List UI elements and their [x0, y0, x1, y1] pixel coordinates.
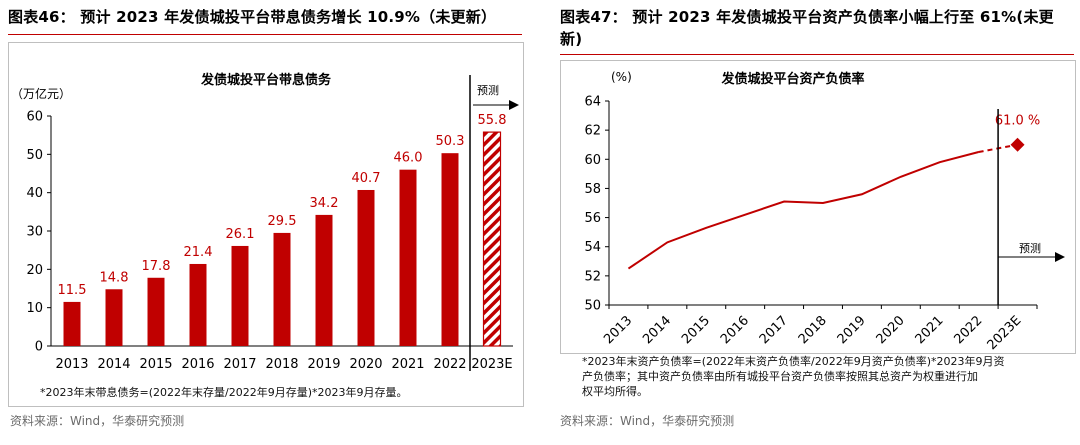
right-note-line-3: 权平均所得。: [582, 385, 648, 398]
bar-x-tick-label: 2020: [349, 357, 382, 372]
bar: [189, 263, 207, 346]
bar-y-tick-label: 30: [26, 225, 43, 240]
line-y-tick-label: 56: [584, 211, 601, 226]
right-note-line-2: 产负债率；其中资产负债率由所有城投平台资产负债率按照其总资产为权重进行加: [582, 370, 978, 383]
bar-forecast-label: 预测: [477, 84, 499, 97]
bar-y-tick-label: 50: [26, 148, 43, 163]
forecast-point-marker: [1010, 137, 1025, 152]
line-x-tick-label: 2014: [640, 313, 674, 347]
line-series: [627, 151, 979, 270]
bar-y-tick-label: 40: [26, 186, 43, 201]
left-note: *2023年末带息债务=(2022年末存量/2022年9月存量)*2023年9月…: [40, 386, 408, 399]
bar: [273, 232, 291, 346]
line-forecast-label: 预测: [1019, 242, 1041, 255]
right-note-line-1: *2023年末资产负债率=(2022年末资产负债率/2022年9月资产负债率)*…: [582, 355, 1005, 368]
bar-value-label: 17.8: [142, 259, 171, 274]
right-title-rule: [560, 54, 1074, 55]
bar-x-tick-label: 2014: [97, 357, 130, 372]
bar: [399, 169, 417, 346]
line-y-tick-label: 54: [584, 240, 601, 255]
bar: [63, 301, 81, 346]
bar: [105, 289, 123, 346]
line-y-tick-label: 58: [584, 182, 601, 197]
right-note: *2023年末资产负债率=(2022年末资产负债率/2022年9月资产负债率)*…: [582, 354, 1004, 399]
line-x-tick-label: 2016: [718, 313, 752, 347]
bar-value-label: 11.5: [58, 283, 87, 298]
bar-chart-title: 发债城投平台带息债务: [200, 72, 332, 88]
line-y-tick-label: 50: [584, 299, 601, 314]
bar-x-tick-label: 2019: [307, 357, 340, 372]
bar-forecast: [482, 131, 502, 347]
bar-x-tick-label: 2013: [55, 357, 88, 372]
bar-x-tick-label: 2016: [181, 357, 214, 372]
bar-y-tick-label: 10: [26, 301, 43, 316]
line-y-unit: (%): [611, 70, 632, 84]
bar-x-tick-label: 2022: [433, 357, 466, 372]
right-chart-frame: 发债城投平台资产负债率 (%) 50 52 54 56 58 60 62 64 2013 2014 20…: [560, 60, 1076, 354]
line-chart-title: 发债城投平台资产负债率: [720, 71, 864, 87]
bar-x-tick-label: 2023E: [471, 357, 512, 372]
left-figure-title: 图表46： 预计 2023 年发债城投平台带息债务增长 10.9%（未更新）: [8, 8, 497, 26]
line-x-tick-label: 2023E: [985, 313, 1025, 353]
left-figure: 图表46： 预计 2023 年发债城投平台带息债务增长 10.9%（未更新） 发…: [0, 0, 530, 445]
line-x-tick-label: 2013: [601, 313, 635, 347]
line-y-tick-label: 52: [584, 269, 601, 284]
bar-value-label: 14.8: [100, 270, 129, 285]
bar-y-tick-label: 20: [26, 263, 43, 278]
line-x-tick-label: 2019: [835, 313, 869, 347]
line-x-tick-label: 2022: [951, 313, 985, 347]
bar: [315, 214, 333, 346]
line-x-tick-label: 2020: [874, 313, 908, 347]
line-y-tick-label: 60: [584, 153, 601, 168]
bar-y-tick-label: 60: [26, 110, 43, 125]
bar: [357, 189, 375, 346]
right-figure-title: 图表47： 预计 2023 年发债城投平台资产负债率小幅上行至 61%(未更新): [560, 8, 1054, 48]
bar-value-label: 34.2: [310, 196, 339, 211]
bar: [441, 153, 459, 346]
bar-x-tick-label: 2017: [223, 357, 256, 372]
bar-x-tick-label: 2015: [139, 357, 172, 372]
line-x-tick-label: 2017: [757, 313, 791, 347]
line-x-tick-label: 2015: [679, 313, 713, 347]
bar-y-tick-label: 0: [35, 340, 43, 355]
bar-value-label: 29.5: [268, 214, 297, 229]
left-chart-frame: 发债城投平台带息债务 （万亿元） 0 10 20 30 40 50 60 11.5 2013 14.8…: [8, 42, 524, 407]
bar-chart: 发债城投平台带息债务 （万亿元） 0 10 20 30 40 50 60 11.5 2013 14.8…: [11, 72, 519, 372]
line-x-tick-label: 2021: [913, 313, 947, 347]
forecast-arrow-head: [509, 100, 519, 110]
right-figure: 图表47： 预计 2023 年发债城投平台资产负债率小幅上行至 61%(未更新)…: [552, 0, 1080, 445]
left-source: 资料来源：Wind，华泰研究预测: [10, 414, 185, 428]
bar-value-label: 46.0: [394, 151, 423, 166]
line-y-tick-label: 64: [584, 95, 601, 110]
bar: [147, 277, 165, 346]
bar-value-label: 50.3: [436, 134, 465, 149]
forecast-value-label: 61.0 %: [995, 114, 1040, 129]
forecast-arrow-head: [1055, 252, 1065, 262]
bar-value-label: 26.1: [226, 227, 255, 242]
right-source: 资料来源：Wind，华泰研究预测: [560, 414, 735, 428]
bar-value-label: 40.7: [352, 171, 381, 186]
bar-y-unit: （万亿元）: [11, 86, 71, 101]
bar: [231, 245, 249, 346]
left-title-rule: [8, 34, 522, 35]
bar-value-label: 55.8: [478, 113, 507, 128]
line-x-tick-label: 2018: [796, 313, 830, 347]
line-y-tick-label: 62: [584, 124, 601, 139]
bar-value-label: 21.4: [184, 245, 213, 260]
bar-x-tick-label: 2018: [265, 357, 298, 372]
bar-x-tick-label: 2021: [391, 357, 424, 372]
